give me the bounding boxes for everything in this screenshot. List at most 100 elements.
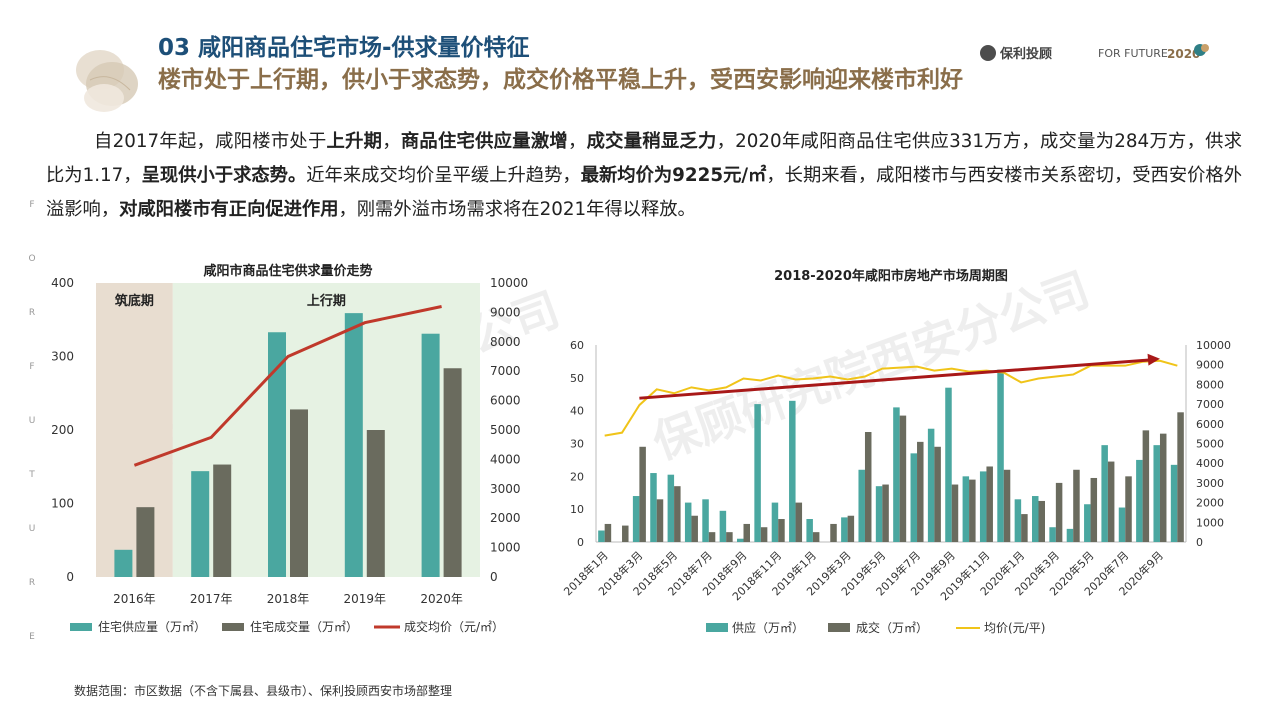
brand-logo: 保利投顾 FOR FUTURE 2020 [980, 44, 1209, 62]
supply-bar [927, 428, 935, 542]
supply-bar [771, 502, 779, 542]
legend-label-deal: 住宅成交量（万㎡） [250, 619, 358, 634]
side-letter: R [28, 308, 36, 318]
page-subtitle: 楼市处于上行期，供小于求态势，成交价格平稳上升，受西安影响迎来楼市利好 [158, 67, 963, 93]
deal-bar [691, 515, 698, 542]
side-letters: F O R F U T U R E [26, 200, 38, 686]
deal-bar [656, 499, 664, 542]
supply-bar [962, 476, 970, 542]
y-right-tick-label: 3000 [490, 482, 521, 496]
supply-bar [910, 453, 918, 542]
highlight-text: 呈现供小于求态势。 [141, 165, 307, 186]
supply-bar [268, 332, 286, 577]
decorative-petals-icon [76, 50, 138, 112]
y-right-tick-label: 7000 [1196, 398, 1224, 411]
y-left-tick-label: 50 [570, 372, 584, 385]
y-right-tick-label: 8000 [490, 335, 521, 349]
deal-bar [1003, 469, 1011, 542]
supply-bar [841, 517, 848, 542]
deal-bar [1038, 500, 1045, 542]
y-right-tick-label: 5000 [1196, 438, 1224, 451]
deal-bar [1177, 412, 1184, 542]
deal-bar [795, 502, 803, 542]
deal-bar [213, 464, 232, 577]
x-tick-label: 2016年 [113, 592, 156, 606]
y-right-tick-label: 2000 [490, 511, 521, 525]
deal-bar [882, 484, 889, 542]
highlight-text: 对咸阳楼市有正向促进作用 [119, 199, 339, 220]
side-letter: R [28, 578, 36, 588]
highlight-text: 上升期 [326, 131, 383, 152]
supply-bar [632, 496, 640, 542]
supply-bar [1136, 459, 1143, 542]
phase-label: 筑底期 [115, 293, 154, 309]
supply-bar [806, 519, 813, 542]
price-line [133, 305, 442, 467]
deal-bar [366, 430, 385, 577]
market-cycle-chart: 2018-2020年咸阳市房地产市场周期图 0 10 20 30 40 50 60 0 1000 2… [561, 268, 1231, 635]
supply-bar [1049, 527, 1056, 542]
supply-bar [737, 538, 744, 542]
body-text: ， [382, 131, 401, 152]
side-letter: E [29, 632, 35, 642]
deal-bar [812, 532, 820, 542]
supply-bar [114, 549, 133, 577]
trend-arrow-head [1147, 353, 1160, 366]
phase-background [96, 283, 173, 577]
supply-bar [1066, 528, 1074, 542]
body-text: ，2020年咸阳商品住宅供应331万方，成交量为284万方，供求比为1.17， [46, 131, 1243, 186]
supply-bar [1118, 507, 1126, 542]
supply-bar [421, 333, 440, 577]
supply-bar [945, 387, 952, 542]
x-tick-label: 2017年 [190, 592, 233, 606]
y-right-tick-label: 0 [1196, 536, 1203, 549]
logo-tagline: FOR FUTURE [1098, 47, 1168, 60]
y-left-tick-label: 10 [570, 503, 584, 516]
supply-bar [893, 407, 900, 542]
deal-bar [934, 446, 941, 542]
deal-bar [443, 368, 462, 577]
deal-bar [622, 525, 629, 542]
supply-bar [754, 404, 761, 542]
deal-bar [778, 519, 785, 542]
highlight-text: 最新均价为9225元/㎡ [580, 165, 767, 186]
deal-bar [830, 523, 837, 542]
y-right-tick-label: 10000 [490, 276, 528, 290]
x-tick-label: 2019年 [344, 592, 387, 606]
y-right-tick-label: 1000 [1196, 516, 1224, 529]
y-right-tick-label: 7000 [490, 364, 521, 378]
y-left-tick-label: 0 [66, 570, 74, 584]
supply-bar [719, 510, 727, 542]
x-tick-label: 2018年 [267, 592, 310, 606]
deal-bar [604, 523, 612, 542]
deal-bar [726, 532, 733, 542]
supply-bar [858, 469, 865, 542]
body-text: 近年来成交均价呈平缓上升趋势， [306, 165, 581, 186]
y-right-tick-label: 3000 [1196, 477, 1224, 490]
y-left-tick-label: 0 [577, 536, 584, 549]
legend-swatch-supply [70, 623, 92, 631]
side-letter: U [28, 416, 36, 426]
deal-bar [674, 486, 681, 542]
y-right-tick-label: 6000 [1196, 418, 1224, 431]
deal-bar [969, 479, 976, 542]
y-right-tick-label: 9000 [490, 305, 521, 319]
supply-bar [1084, 504, 1091, 542]
logo-p-icon [980, 45, 996, 61]
y-left-tick-label: 200 [51, 423, 74, 437]
chart-title: 2018-2020年咸阳市房地产市场周期图 [774, 268, 1008, 284]
deal-bar [1021, 514, 1028, 542]
y-right-tick-label: 0 [490, 570, 498, 584]
deal-bar [847, 515, 855, 542]
legend-label-price: 成交均价（元/㎡） [404, 619, 504, 634]
trend-arrow-line [639, 358, 1153, 400]
supply-bar [191, 471, 210, 577]
legend-swatch-deal [828, 623, 850, 632]
deal-bar [1055, 482, 1063, 542]
y-right-tick-label: 1000 [490, 541, 521, 555]
supply-bar [684, 502, 692, 542]
y-left-tick-label: 30 [570, 438, 584, 451]
side-letter: O [28, 254, 36, 264]
supply-bar [789, 400, 796, 542]
y-left-tick-label: 20 [570, 470, 584, 483]
